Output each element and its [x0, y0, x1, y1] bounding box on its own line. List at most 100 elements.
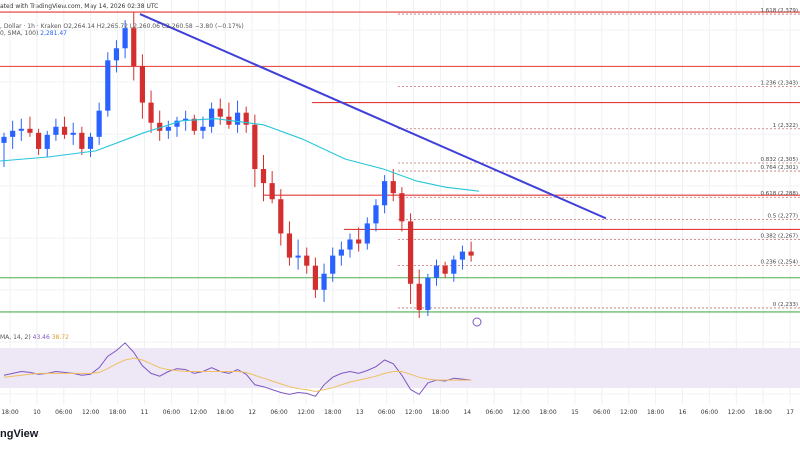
candle-body — [373, 205, 379, 224]
candle-body — [217, 108, 223, 117]
x-tick-label: 12 — [248, 409, 256, 416]
x-tick-label: 18:00 — [217, 409, 234, 416]
chart-title: ated with TradingView.com, May 14, 2026 … — [0, 3, 159, 10]
x-tick-label: 12:00 — [512, 409, 529, 416]
x-tick-label: 18:00 — [539, 409, 556, 416]
sma-legend: 0, SMA, 100) — [0, 30, 39, 37]
fib-label: 0.618 (2,288) — [760, 191, 798, 197]
candle-body — [330, 255, 336, 274]
x-tick-label: 06:00 — [701, 409, 718, 416]
candle-body — [390, 181, 396, 194]
oscillator-value-2: 38.72 — [51, 334, 69, 341]
fib-label: 0.236 (2,254) — [760, 260, 798, 266]
x-axis-ticks: 18:00 10 06:00 12:00 18:00 11 06:00 12:00 18:00 1… — [1, 409, 794, 416]
candle-body — [209, 108, 215, 127]
candle-body — [304, 255, 310, 266]
candle-body — [459, 251, 466, 260]
fib-label: 0.764 (2,301) — [760, 165, 798, 171]
candle-body — [131, 28, 137, 67]
x-tick-label: 13 — [356, 409, 364, 416]
candle-body — [61, 126, 68, 135]
candle-body — [122, 28, 128, 49]
rsi-ma-line — [3, 357, 472, 393]
candle-body — [191, 118, 197, 131]
candle-body — [87, 136, 94, 149]
candle-body — [96, 110, 102, 137]
candle-body — [105, 60, 111, 111]
x-tick-label: 18:00 — [755, 409, 772, 416]
candle-body — [382, 181, 388, 206]
fib-label: 0.382 (2,267) — [760, 233, 798, 239]
candle-body — [234, 112, 241, 125]
fib-label: 1.236 (2,343) — [760, 81, 798, 87]
rsi-band — [0, 348, 800, 388]
sma-value: 2,281.47 — [40, 30, 67, 37]
candle-body — [433, 265, 440, 278]
candle-body — [1, 136, 7, 143]
x-tick-label: 12:00 — [190, 409, 207, 416]
candle-body — [113, 48, 120, 61]
x-tick-label: 12:00 — [297, 409, 314, 416]
candle-body — [407, 221, 414, 284]
candle-body — [442, 265, 448, 274]
x-tick-label: 18:00 — [109, 409, 126, 416]
candle-body — [174, 120, 180, 127]
x-tick-label: 10 — [33, 409, 41, 416]
candle-body — [200, 126, 206, 131]
candle-body — [139, 66, 145, 103]
horizontal-levels — [0, 11, 800, 313]
candle-body — [321, 273, 327, 290]
candle-body — [36, 132, 42, 149]
brand-logo-text: ngView — [0, 428, 39, 440]
x-tick-label: 12:00 — [405, 409, 422, 416]
oscillator-legend: MA, 14, 2) 43.46 38.72 — [0, 334, 69, 341]
candle-body — [27, 128, 33, 133]
symbol-ohlc: , Dollar · 1h · Kraken O2,264.14 H2,265.… — [0, 23, 244, 30]
candle-body — [295, 255, 301, 258]
candle-body — [399, 193, 405, 222]
fib-labels: 1.618 (2,379) 1.236 (2,343) 1 (2,322) 0.832… — [760, 8, 798, 308]
x-tick-label: 06:00 — [163, 409, 180, 416]
x-tick-label: 11 — [141, 409, 149, 416]
candle-body — [468, 251, 474, 256]
candle-body — [243, 112, 249, 125]
candle-body — [278, 199, 284, 234]
candle-body — [364, 223, 370, 244]
sma-line — [0, 118, 480, 192]
x-tick-label: 06:00 — [270, 409, 287, 416]
fib-label: 0 (2,233) — [773, 302, 798, 308]
x-tick-label: 12:00 — [82, 409, 99, 416]
x-tick-label: 15 — [571, 409, 579, 416]
x-tick-label: 12:00 — [620, 409, 637, 416]
x-tick-label: 14 — [463, 409, 471, 416]
candle-body — [425, 277, 431, 310]
candle-body — [451, 259, 457, 274]
fib-label: 0.832 (2,305) — [760, 157, 798, 163]
candle-body — [269, 183, 275, 200]
oscillator-label: MA, 14, 2) — [0, 334, 31, 341]
x-tick-label: 18:00 — [324, 409, 341, 416]
candle-body — [70, 132, 76, 135]
x-tick-label: 12:00 — [728, 409, 745, 416]
candle-body — [79, 132, 85, 149]
candle-body — [18, 128, 24, 131]
candle-body — [338, 249, 344, 256]
x-tick-label: 16 — [679, 409, 687, 416]
trendline — [139, 13, 607, 220]
candle-body — [53, 126, 59, 135]
candle-body — [260, 169, 267, 184]
rsi-line — [3, 342, 472, 397]
candle-body — [312, 265, 318, 290]
x-tick-label: 06:00 — [55, 409, 72, 416]
x-tick-label: 18:00 — [432, 409, 449, 416]
candles — [1, 12, 474, 318]
candle-body — [183, 118, 189, 121]
candle-body — [356, 239, 362, 244]
x-tick-label: 06:00 — [378, 409, 395, 416]
fibonacci-levels — [398, 13, 800, 309]
x-tick-label: 06:00 — [486, 409, 503, 416]
symbol-header: , Dollar · 1h · Kraken O2,264.14 H2,265.… — [0, 23, 244, 37]
candle-body — [416, 283, 422, 310]
x-tick-label: 17 — [786, 409, 794, 416]
